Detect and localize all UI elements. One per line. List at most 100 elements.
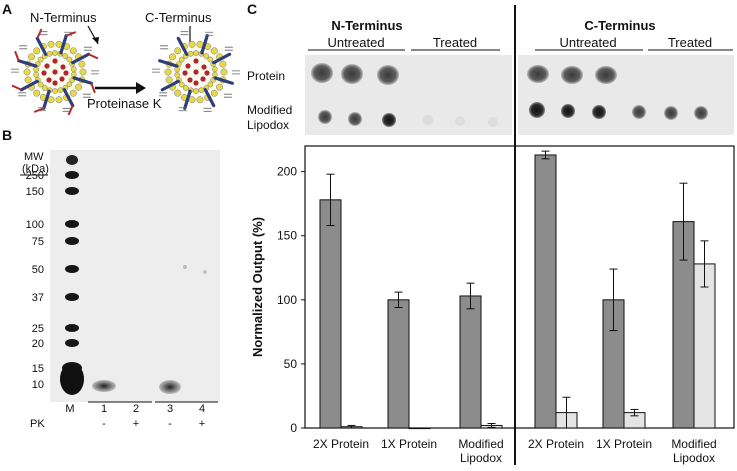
blot-dot bbox=[423, 115, 433, 125]
lipid-head bbox=[210, 47, 218, 55]
terminus-tag bbox=[11, 84, 22, 91]
y-tick-label: 50 bbox=[284, 357, 298, 371]
peg-chain bbox=[180, 31, 189, 36]
mw-ladder bbox=[60, 155, 84, 395]
proteinase-arrow-head bbox=[136, 82, 146, 94]
gel-spot bbox=[203, 270, 207, 274]
lipid-head bbox=[203, 53, 210, 59]
drug-molecule bbox=[41, 70, 47, 76]
lipid-head bbox=[165, 76, 173, 84]
lipid-head bbox=[37, 81, 44, 88]
subgroup-treated-c: Treated bbox=[668, 35, 712, 50]
lipid-head bbox=[33, 71, 40, 78]
mw-label: 250 bbox=[26, 170, 44, 182]
row-label-lipodox-line1: Modified bbox=[247, 103, 292, 117]
ladder-band bbox=[65, 171, 79, 179]
lane-labels: M 1 2 3 4 bbox=[65, 401, 218, 415]
blot-dots bbox=[311, 63, 708, 127]
terminus-tag bbox=[36, 28, 43, 39]
lipid-head bbox=[182, 85, 189, 91]
mw-title-line1: MW bbox=[24, 151, 44, 163]
group-title-c-terminus: C-Terminus bbox=[584, 18, 655, 33]
blot-dot bbox=[664, 106, 678, 120]
mw-label: 100 bbox=[26, 219, 44, 231]
peg-chain bbox=[82, 93, 91, 98]
drug-molecule bbox=[44, 63, 50, 69]
subgroup-treated-n: Treated bbox=[433, 35, 477, 50]
lipid-head bbox=[187, 50, 194, 57]
lipid-head bbox=[219, 60, 227, 68]
mw-title-line2: (kDa) bbox=[22, 163, 49, 175]
pk-value: + bbox=[133, 418, 139, 430]
pk-values: - + - + bbox=[102, 418, 205, 430]
n-terminus-label: N-Terminus bbox=[30, 10, 97, 25]
lipid-head bbox=[52, 88, 58, 94]
ladder-band bbox=[65, 220, 79, 228]
membrane-protein bbox=[176, 36, 189, 56]
pk-value: - bbox=[168, 418, 172, 430]
peg-chain bbox=[64, 31, 73, 36]
membrane-protein bbox=[183, 89, 192, 110]
row-label-lipodox-line2: Lipodox bbox=[247, 118, 289, 132]
lipid-head bbox=[52, 50, 58, 56]
blot-dot bbox=[382, 113, 396, 127]
lipid-head bbox=[174, 89, 182, 97]
panel-b: B MW (kDa) 250 150 100 75 50 37 25 20 15 10 M 1 2 3 4… bbox=[2, 127, 220, 430]
gel-band-lane-3 bbox=[159, 380, 181, 394]
bar-untreated bbox=[534, 154, 557, 429]
blot-dot bbox=[377, 65, 399, 85]
lipid-head bbox=[55, 96, 63, 104]
y-tick-label: 0 bbox=[290, 421, 297, 435]
blot-dot bbox=[595, 66, 617, 84]
group-title-n-terminus: N-Terminus bbox=[331, 18, 402, 33]
peg-chain bbox=[231, 70, 240, 75]
gel-spot bbox=[183, 265, 187, 269]
drug-molecule bbox=[200, 76, 206, 82]
y-axis: 0 50 100 150 200 bbox=[277, 165, 305, 435]
mw-label: 15 bbox=[32, 363, 44, 375]
lipid-head bbox=[193, 88, 199, 94]
mw-labels: 250 150 100 75 50 37 25 20 15 10 bbox=[26, 170, 44, 391]
ladder-band bbox=[65, 339, 79, 347]
blot-dot bbox=[592, 105, 606, 119]
blot-dot bbox=[488, 117, 498, 127]
x-category-label: 2X Protein bbox=[528, 437, 584, 451]
bars bbox=[319, 150, 716, 430]
mw-label: 150 bbox=[26, 186, 44, 198]
blot-dot bbox=[455, 116, 465, 126]
lipid-head bbox=[24, 76, 32, 84]
lipid-head bbox=[33, 47, 41, 55]
drug-molecule bbox=[60, 64, 66, 70]
blot-dot bbox=[348, 112, 362, 126]
y-tick-label: 200 bbox=[277, 165, 297, 179]
x-category-label: Lipodox bbox=[673, 451, 715, 465]
membrane-protein bbox=[200, 34, 209, 55]
lipid-head bbox=[37, 56, 44, 63]
membrane-protein bbox=[203, 88, 216, 108]
peg-chain bbox=[159, 92, 168, 97]
lipid-head bbox=[57, 87, 64, 94]
peg-chain bbox=[223, 93, 232, 98]
lipid-head bbox=[79, 68, 87, 76]
c-terminus-label: C-Terminus bbox=[145, 10, 212, 25]
panel-a-letter: A bbox=[2, 1, 12, 17]
ladder-band bbox=[65, 293, 79, 301]
lipid-head bbox=[178, 81, 185, 88]
drug-molecule bbox=[46, 77, 52, 83]
lipid-head bbox=[70, 66, 77, 73]
mw-label: 10 bbox=[32, 379, 44, 391]
y-axis-label: Normalized Output (%) bbox=[250, 217, 265, 357]
x-category-label: 1X Protein bbox=[596, 437, 652, 451]
liposome-n-terminus bbox=[11, 28, 99, 116]
peg-chain bbox=[18, 92, 27, 97]
subgroup-untreated-c: Untreated bbox=[559, 35, 616, 50]
lipid-head bbox=[207, 81, 214, 88]
lane-label: 1 bbox=[101, 403, 107, 415]
lipid-head bbox=[178, 56, 185, 63]
proteinase-k-label: Proteinase K bbox=[87, 96, 162, 111]
x-category-label: Modified bbox=[671, 437, 716, 451]
peg-chain bbox=[11, 68, 20, 73]
terminus-tag bbox=[33, 107, 45, 113]
lipid-head bbox=[47, 40, 55, 48]
